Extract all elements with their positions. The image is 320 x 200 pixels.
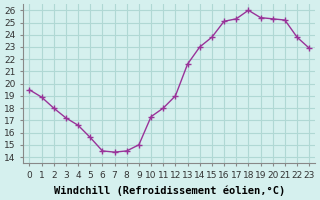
X-axis label: Windchill (Refroidissement éolien,°C): Windchill (Refroidissement éolien,°C) [54, 185, 285, 196]
